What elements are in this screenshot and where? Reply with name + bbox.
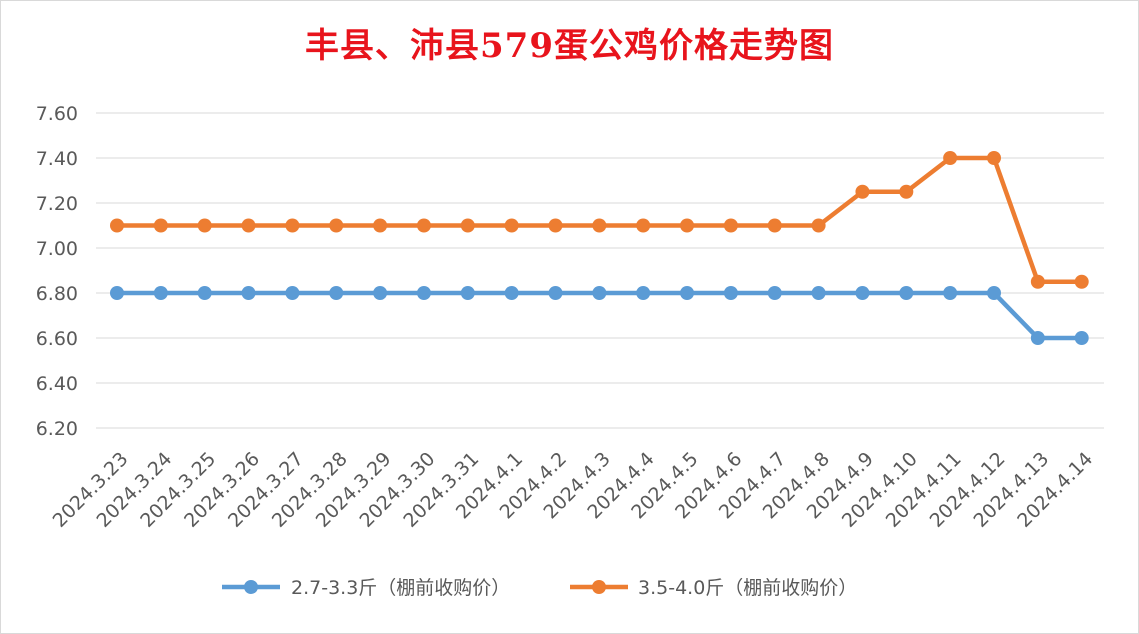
legend-label-1: 2.7-3.3斤（棚前收购价） bbox=[291, 577, 510, 599]
data-point-series-2 bbox=[373, 218, 388, 233]
data-point-series-1 bbox=[680, 286, 695, 300]
y-tick-label: 7.60 bbox=[36, 103, 78, 125]
data-point-series-2 bbox=[197, 218, 212, 233]
data-point-series-1 bbox=[767, 286, 782, 300]
data-point-series-1 bbox=[110, 286, 124, 300]
data-point-series-2 bbox=[592, 218, 607, 233]
y-tick-label: 7.00 bbox=[36, 238, 78, 260]
data-point-series-1 bbox=[723, 286, 738, 300]
data-point-series-2 bbox=[1074, 274, 1089, 289]
data-point-series-1 bbox=[943, 286, 958, 300]
data-point-series-1 bbox=[329, 286, 344, 300]
data-point-series-2 bbox=[241, 218, 256, 233]
data-point-series-1 bbox=[241, 286, 256, 300]
y-tick-label: 6.80 bbox=[36, 283, 78, 305]
data-point-series-2 bbox=[899, 184, 914, 199]
data-point-series-2 bbox=[460, 218, 475, 233]
data-point-series-1 bbox=[592, 286, 607, 300]
data-point-series-2 bbox=[504, 218, 519, 233]
data-point-series-1 bbox=[197, 286, 212, 300]
data-point-series-2 bbox=[329, 218, 344, 233]
data-point-series-1 bbox=[1030, 331, 1045, 345]
data-point-series-2 bbox=[855, 184, 870, 199]
data-point-series-2 bbox=[416, 218, 431, 233]
data-point-series-2 bbox=[1030, 274, 1045, 289]
data-point-series-2 bbox=[680, 218, 695, 233]
data-point-series-2 bbox=[548, 218, 563, 233]
data-point-series-2 bbox=[285, 218, 300, 233]
data-point-series-1 bbox=[899, 286, 914, 300]
data-point-series-2 bbox=[987, 151, 1001, 165]
legend-marker-2 bbox=[592, 580, 606, 594]
data-point-series-2 bbox=[723, 218, 738, 233]
data-point-series-2 bbox=[811, 218, 826, 233]
data-point-series-2 bbox=[767, 218, 782, 233]
data-point-series-1 bbox=[987, 286, 1001, 300]
legend-marker-1 bbox=[244, 580, 258, 594]
data-point-series-1 bbox=[1074, 331, 1089, 345]
data-point-series-1 bbox=[548, 286, 563, 300]
y-tick-label: 6.40 bbox=[36, 373, 78, 395]
chart-title: 丰县、沛县579蛋公鸡价格走势图 bbox=[305, 26, 834, 66]
data-point-series-1 bbox=[855, 286, 870, 300]
data-point-series-1 bbox=[416, 286, 431, 300]
data-point-series-1 bbox=[153, 286, 168, 300]
y-tick-label: 6.20 bbox=[36, 418, 78, 440]
legend-label-2: 3.5-4.0斤（棚前收购价） bbox=[638, 577, 857, 599]
data-point-series-2 bbox=[153, 218, 168, 233]
y-tick-label: 7.40 bbox=[36, 148, 78, 170]
data-point-series-1 bbox=[636, 286, 651, 300]
data-point-series-2 bbox=[943, 151, 958, 165]
y-tick-label: 7.20 bbox=[36, 193, 78, 215]
data-point-series-1 bbox=[373, 286, 388, 300]
data-point-series-1 bbox=[285, 286, 300, 300]
data-point-series-1 bbox=[811, 286, 826, 300]
data-point-series-2 bbox=[110, 218, 124, 233]
data-point-series-1 bbox=[460, 286, 475, 300]
data-point-series-2 bbox=[636, 218, 651, 233]
data-point-series-1 bbox=[504, 286, 519, 300]
y-tick-label: 6.60 bbox=[36, 328, 78, 350]
